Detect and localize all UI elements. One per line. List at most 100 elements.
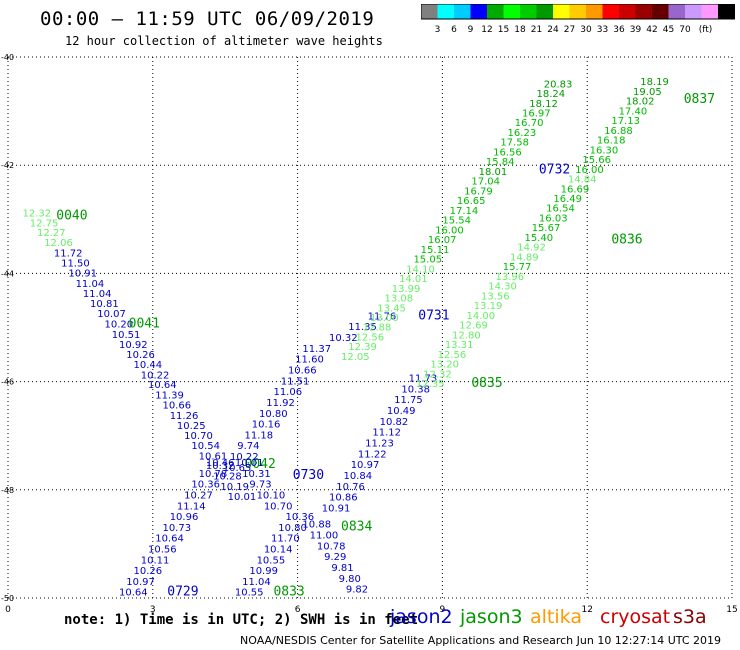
wave-height-value: 15.11 — [421, 245, 450, 256]
page-subtitle: 12 hour collection of altimeter wave hei… — [65, 34, 383, 48]
colorbar-tick-label: 30 — [580, 25, 592, 34]
colorbar-tick-label: 45 — [663, 25, 674, 34]
wave-height-value: 10.22 — [141, 370, 170, 381]
pass-time-label: 0836 — [611, 233, 642, 248]
wave-height-value: 15.77 — [503, 262, 532, 273]
wave-height-value: 10.91 — [68, 269, 97, 280]
wave-height-value: 11.72 — [54, 249, 83, 260]
wave-height-value: 11.06 — [273, 387, 302, 398]
legend-altika: altika — [530, 606, 582, 628]
wave-height-value: 14.92 — [517, 243, 546, 254]
wave-height-value: 16.30 — [590, 145, 619, 156]
pass-time-label: 0732 — [539, 162, 570, 177]
wave-height-value: 10.32 — [329, 333, 358, 344]
x-tick-label: 0 — [5, 605, 11, 615]
wave-height-value: 11.22 — [358, 449, 387, 460]
wave-height-value: 10.19 — [220, 482, 249, 493]
colorbar-swatch — [470, 4, 487, 19]
wave-height-value: 18.02 — [626, 97, 655, 108]
wave-height-value: 10.16 — [252, 420, 281, 431]
wave-height-value: 15.67 — [532, 223, 561, 234]
wave-height-value: 15.84 — [486, 157, 515, 168]
legend-jason2: jason2 — [390, 606, 453, 628]
legend-cryosat: cryosat — [600, 606, 671, 628]
wave-height-value: 16.00 — [575, 165, 604, 176]
wave-height-value: 11.26 — [170, 411, 199, 422]
colorbar-tick-label: 9 — [468, 25, 474, 34]
wave-height-value: 20.83 — [544, 79, 573, 90]
wave-height-value: 11.76 — [368, 311, 397, 322]
wave-height-value: 10.22 — [230, 452, 259, 463]
wave-height-value: 10.78 — [317, 541, 346, 552]
colorbar-tick-label: 12 — [481, 25, 492, 34]
x-tick-label: 6 — [295, 605, 301, 615]
wave-height-value: 10.55 — [235, 587, 264, 598]
wave-height-value: 12.32 — [423, 369, 452, 380]
colorbar-tick-label: 21 — [531, 25, 542, 34]
colorbar-tick-label: 70 — [679, 25, 691, 34]
wave-height-value: 16.23 — [508, 128, 537, 139]
pass-time-label: 0833 — [273, 584, 304, 599]
wave-height-value: 10.80 — [259, 409, 288, 420]
pass-time-label: 0730 — [293, 468, 324, 483]
colorbar-swatch — [586, 4, 603, 19]
note-text: note: 1) Time is in UTC; 2) SWH is in fe… — [64, 612, 419, 628]
y-tick-label: -50 — [1, 594, 14, 603]
wave-height-value: 16.49 — [553, 194, 582, 205]
y-tick-label: -44 — [1, 269, 14, 278]
wave-height-value: 10.97 — [126, 577, 155, 588]
pass-time-label: 0042 — [245, 457, 276, 472]
wave-height-value: 9.81 — [331, 563, 353, 574]
wave-height-value: 10.66 — [288, 365, 317, 376]
pass-time-label: 0731 — [418, 308, 449, 323]
colorbar-tick-label: 42 — [646, 25, 657, 34]
wave-height-value: 10.26 — [126, 350, 155, 361]
wave-height-value: 17.04 — [471, 177, 500, 188]
wave-height-value: 10.54 — [191, 441, 220, 452]
y-tick-label: -48 — [1, 486, 14, 495]
wave-height-value: 12.75 — [30, 218, 59, 229]
colorbar-swatch — [520, 4, 537, 19]
color-scale-legend: 3 6 9 12 15 18 21 24 27 30 33 36 39 42 45 70 (ft) — [421, 4, 735, 34]
wave-height-value: 16.54 — [546, 204, 575, 215]
wave-height-value: 10.51 — [112, 330, 141, 341]
wave-height-value: 11.70 — [271, 534, 300, 545]
colorbar-tick-label: 33 — [597, 25, 608, 34]
wave-height-value: 17.13 — [611, 116, 640, 127]
wave-height-value: 10.80 — [278, 523, 307, 534]
wave-height-value: 10.07 — [97, 309, 126, 320]
wave-height-value: 11.04 — [76, 279, 105, 290]
wave-height-value: 10.49 — [387, 406, 416, 417]
legend-s3a: s3a — [673, 606, 707, 628]
wave-height-value: 9.82 — [346, 585, 368, 596]
x-tick-label: 15 — [726, 605, 737, 615]
pass-time-label: 0041 — [129, 317, 160, 332]
wave-height-value: 16.07 — [428, 235, 457, 246]
wave-height-value: 12.69 — [459, 321, 488, 332]
wave-height-value: 10.31 — [242, 469, 271, 480]
colorbar-tick-label: 15 — [498, 25, 509, 34]
wave-height-value: 11.12 — [372, 428, 401, 439]
legend-jason3: jason3 — [460, 606, 523, 628]
wave-height-value: 11.18 — [245, 430, 274, 441]
wave-height-value: 13.00 — [370, 313, 399, 324]
wave-height-value: 10.76 — [336, 482, 365, 493]
wave-height-value: 12.80 — [452, 330, 481, 341]
wave-height-value: 17.14 — [450, 206, 479, 217]
colorbar-swatch — [619, 4, 636, 19]
wave-height-value: 10.86 — [329, 493, 358, 504]
wave-height-value: 10.70 — [264, 501, 293, 512]
colorbar-swatch — [569, 4, 586, 19]
wave-height-value: 10.56 — [148, 545, 177, 556]
wave-height-value: 16.97 — [522, 109, 551, 120]
colorbar-swatch — [652, 4, 669, 19]
wave-height-value: 12.27 — [37, 228, 66, 239]
colorbar-tick-label: 36 — [613, 25, 625, 34]
wave-height-value: 9.80 — [339, 574, 361, 585]
wave-height-value: 11.60 — [295, 355, 324, 366]
wave-height-value: 11.50 — [61, 258, 90, 269]
wave-height-value: 10.82 — [380, 417, 409, 428]
colorbar-swatch — [602, 4, 619, 19]
wave-height-value: 10.32 — [206, 461, 235, 472]
pass-time-label: 0040 — [56, 208, 87, 223]
